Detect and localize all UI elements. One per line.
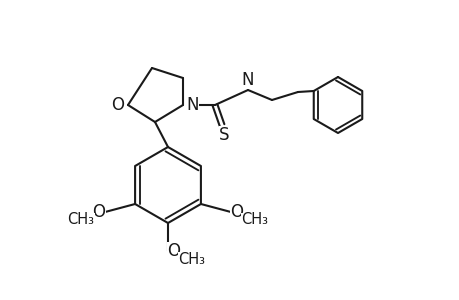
Text: O: O — [92, 203, 106, 221]
Text: O: O — [230, 203, 243, 221]
Text: CH₃: CH₃ — [178, 251, 205, 266]
Text: N: N — [186, 96, 199, 114]
Text: O: O — [111, 96, 124, 114]
Text: S: S — [218, 126, 229, 144]
Text: N: N — [241, 71, 254, 89]
Text: CH₃: CH₃ — [241, 212, 268, 227]
Text: CH₃: CH₃ — [67, 212, 95, 227]
Text: O: O — [167, 242, 180, 260]
